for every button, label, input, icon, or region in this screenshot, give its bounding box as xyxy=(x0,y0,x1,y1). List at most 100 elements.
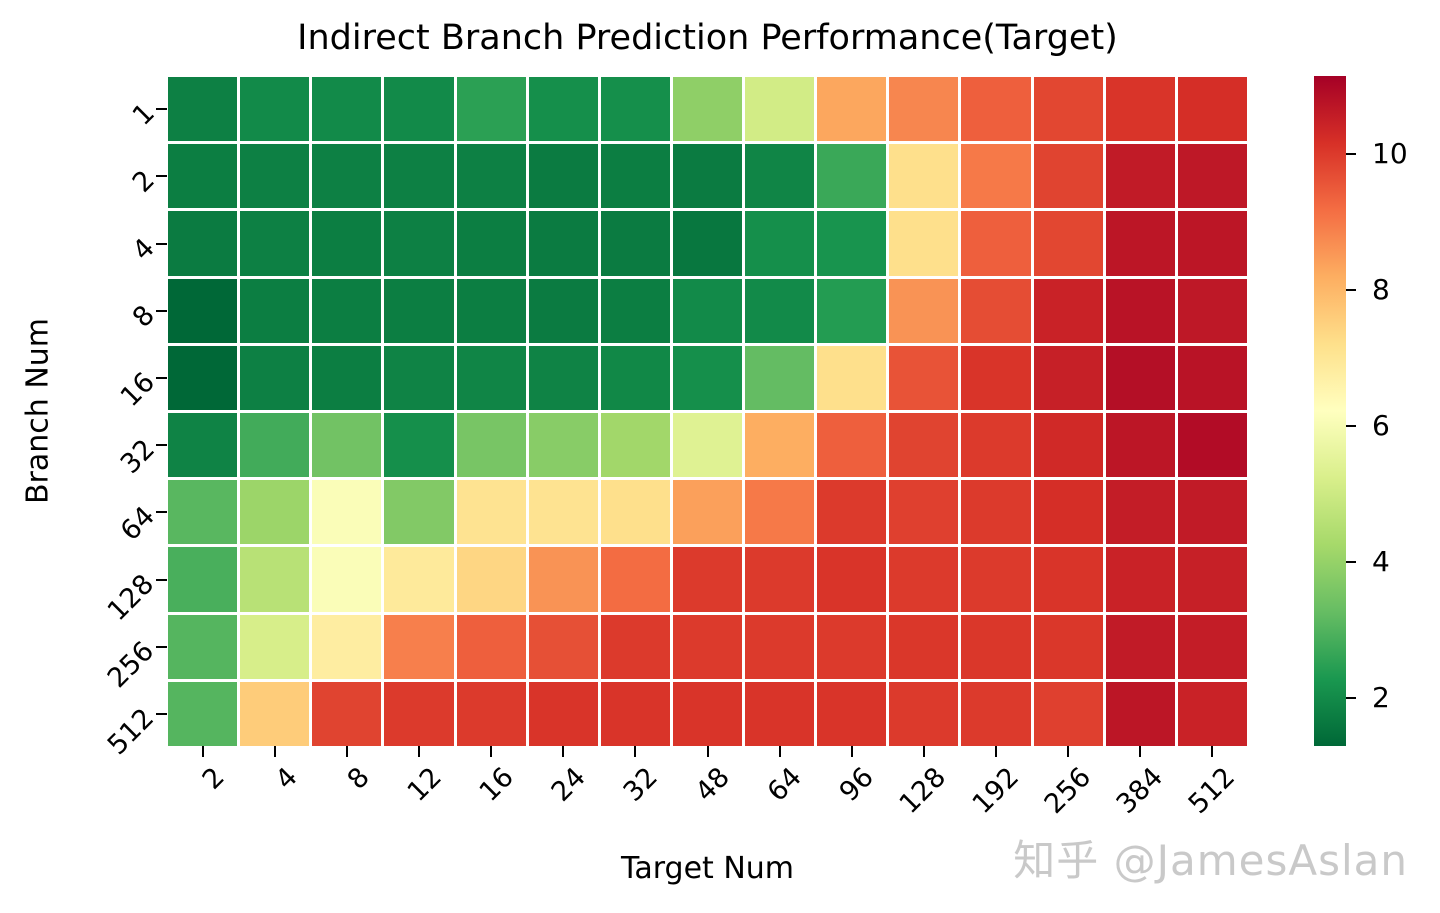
heatmap-cell xyxy=(168,547,238,612)
colorbar-tick-mark xyxy=(1346,153,1356,156)
heatmap-cell xyxy=(889,480,959,545)
heatmap-cell xyxy=(168,77,238,142)
heatmap-cell xyxy=(672,211,743,276)
heatmap-cell xyxy=(961,412,1031,478)
heatmap-cell xyxy=(961,480,1031,545)
heatmap-cell xyxy=(384,681,454,746)
heatmap-cell xyxy=(384,547,454,612)
heatmap-cell xyxy=(1033,278,1103,343)
y-axis-title: Branch Num xyxy=(20,317,56,505)
heatmap-cell xyxy=(961,547,1031,612)
heatmap-cell xyxy=(168,278,238,343)
x-tick-mark xyxy=(850,746,853,757)
y-tick-mark xyxy=(156,645,167,648)
heatmap-cell xyxy=(528,77,598,142)
chart-title: Indirect Branch Prediction Performance(T… xyxy=(297,18,1118,58)
x-tick-mark xyxy=(778,746,781,757)
heatmap-cell xyxy=(384,345,454,410)
x-tick-label: 192 xyxy=(966,761,1025,820)
heatmap-cell xyxy=(1105,614,1175,679)
heatmap-cell xyxy=(240,144,310,209)
x-tick-label: 512 xyxy=(1182,761,1241,820)
y-tick-label: 64 xyxy=(114,500,161,548)
x-tick-label: 8 xyxy=(341,761,376,796)
heatmap-cell xyxy=(817,480,887,545)
colorbar-tick-label: 8 xyxy=(1372,273,1390,307)
x-tick-mark xyxy=(1067,746,1070,757)
heatmap-cell xyxy=(240,345,310,410)
x-tick-mark xyxy=(706,746,709,757)
x-tick-label: 32 xyxy=(617,761,664,808)
heatmap-cell xyxy=(1033,345,1103,410)
y-tick-mark xyxy=(156,511,167,514)
colorbar-tick-mark xyxy=(1346,289,1356,292)
y-tick-mark xyxy=(156,175,167,178)
heatmap-cell xyxy=(456,614,526,679)
heatmap-cell xyxy=(745,412,815,478)
heatmap-cell xyxy=(745,77,815,142)
heatmap-cell xyxy=(889,547,959,612)
heatmap-cell xyxy=(817,77,887,142)
y-tick-mark xyxy=(156,309,167,312)
colorbar-tick-label: 2 xyxy=(1372,681,1390,715)
x-tick-label: 128 xyxy=(894,761,953,820)
heatmap-cell xyxy=(889,412,959,478)
heatmap-cell xyxy=(600,480,670,545)
heatmap-cell xyxy=(889,345,959,410)
heatmap-cell xyxy=(240,77,310,142)
heatmap-cell xyxy=(384,614,454,679)
x-tick-label: 12 xyxy=(401,761,448,808)
heatmap-cell xyxy=(1105,480,1175,545)
heatmap-cell xyxy=(672,278,743,343)
heatmap-cell xyxy=(745,547,815,612)
heatmap-cell xyxy=(745,480,815,545)
heatmap-cell xyxy=(312,144,382,209)
x-tick-label: 24 xyxy=(545,761,592,808)
heatmap-cell xyxy=(672,614,743,679)
y-tick-label: 2 xyxy=(126,164,161,200)
heatmap-cell xyxy=(456,278,526,343)
colorbar-tick-label: 4 xyxy=(1372,545,1390,579)
heatmap-cell xyxy=(889,614,959,679)
heatmap-cell xyxy=(1033,614,1103,679)
heatmap-cell xyxy=(1033,144,1103,209)
heatmap-cell xyxy=(817,614,887,679)
heatmap-cell xyxy=(672,144,743,209)
heatmap-cell xyxy=(384,144,454,209)
y-tick-mark xyxy=(156,712,167,715)
y-tick-label: 4 xyxy=(126,232,161,267)
heatmap-cell xyxy=(240,547,310,612)
heatmap-cell xyxy=(168,211,238,276)
heatmap-cell xyxy=(528,278,598,343)
heatmap-cell xyxy=(456,345,526,410)
heatmap-cell xyxy=(961,144,1031,209)
heatmap-cell xyxy=(1177,345,1247,410)
heatmap-cell xyxy=(817,144,887,209)
heatmap-cell xyxy=(168,412,238,478)
heatmap-cell xyxy=(456,211,526,276)
x-tick-label: 48 xyxy=(689,761,737,808)
heatmap-cell xyxy=(312,77,382,142)
heatmap-cell xyxy=(745,345,815,410)
heatmap-cell xyxy=(312,480,382,545)
heatmap-cell xyxy=(312,614,382,679)
heatmap-cell xyxy=(600,547,670,612)
x-tick-label: 4 xyxy=(269,761,304,796)
heatmap-cell xyxy=(168,144,238,209)
heatmap-cell xyxy=(240,681,310,746)
heatmap-cell xyxy=(600,681,670,746)
heatmap-cell xyxy=(456,681,526,746)
heatmap-cell xyxy=(456,412,526,478)
heatmap-cell xyxy=(889,211,959,276)
heatmap-cell xyxy=(1177,144,1247,209)
heatmap-cell xyxy=(961,345,1031,410)
heatmap-cell xyxy=(528,144,598,209)
heatmap-cell xyxy=(528,412,598,478)
heatmap-cell xyxy=(1033,480,1103,545)
heatmap-cell xyxy=(312,547,382,612)
heatmap-cell xyxy=(1177,480,1247,545)
heatmap-cell xyxy=(961,614,1031,679)
heatmap-cell xyxy=(168,614,238,679)
heatmap-cell xyxy=(528,547,598,612)
heatmap-cell xyxy=(1033,547,1103,612)
